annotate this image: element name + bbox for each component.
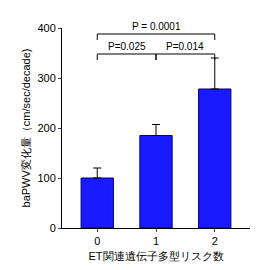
svg-text:200: 200 [37,122,55,134]
svg-text:1: 1 [153,235,159,247]
svg-text:P=0.025: P=0.025 [108,41,146,52]
svg-text:2: 2 [212,235,218,247]
svg-text:baPWV変化量（cm/sec/decade): baPWV変化量（cm/sec/decade) [20,49,32,208]
svg-text:0: 0 [50,222,56,234]
svg-text:0: 0 [94,235,100,247]
svg-text:P = 0.0001: P = 0.0001 [132,21,181,32]
svg-text:100: 100 [37,172,55,184]
svg-text:ET関連遺伝子多型リスク数: ET関連遺伝子多型リスク数 [88,250,223,262]
svg-text:400: 400 [37,22,55,34]
svg-text:300: 300 [37,72,55,84]
svg-text:P=0.014: P=0.014 [166,41,204,52]
